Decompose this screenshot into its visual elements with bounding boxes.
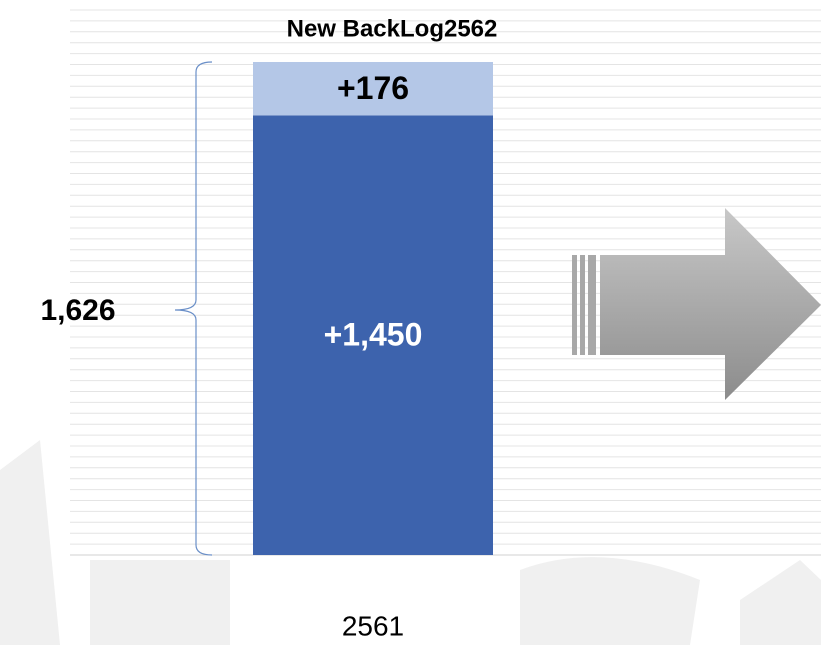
value-label: +1,450 xyxy=(324,317,423,353)
x-tick-label: 2561 xyxy=(342,610,404,641)
bar-segment xyxy=(253,62,493,116)
total-label: 1,626 xyxy=(40,294,115,327)
arrow-stripe xyxy=(580,255,585,355)
arrow-shape xyxy=(600,208,821,400)
brace xyxy=(174,61,213,556)
arrow xyxy=(572,208,821,400)
chart-title: New BackLog2562 xyxy=(287,15,498,42)
background xyxy=(0,440,821,645)
bar-segment xyxy=(253,115,493,555)
arrow-stripe xyxy=(588,255,596,355)
arrow-stripe xyxy=(572,255,577,355)
value-label: +176 xyxy=(337,70,409,106)
watermark xyxy=(0,440,821,645)
